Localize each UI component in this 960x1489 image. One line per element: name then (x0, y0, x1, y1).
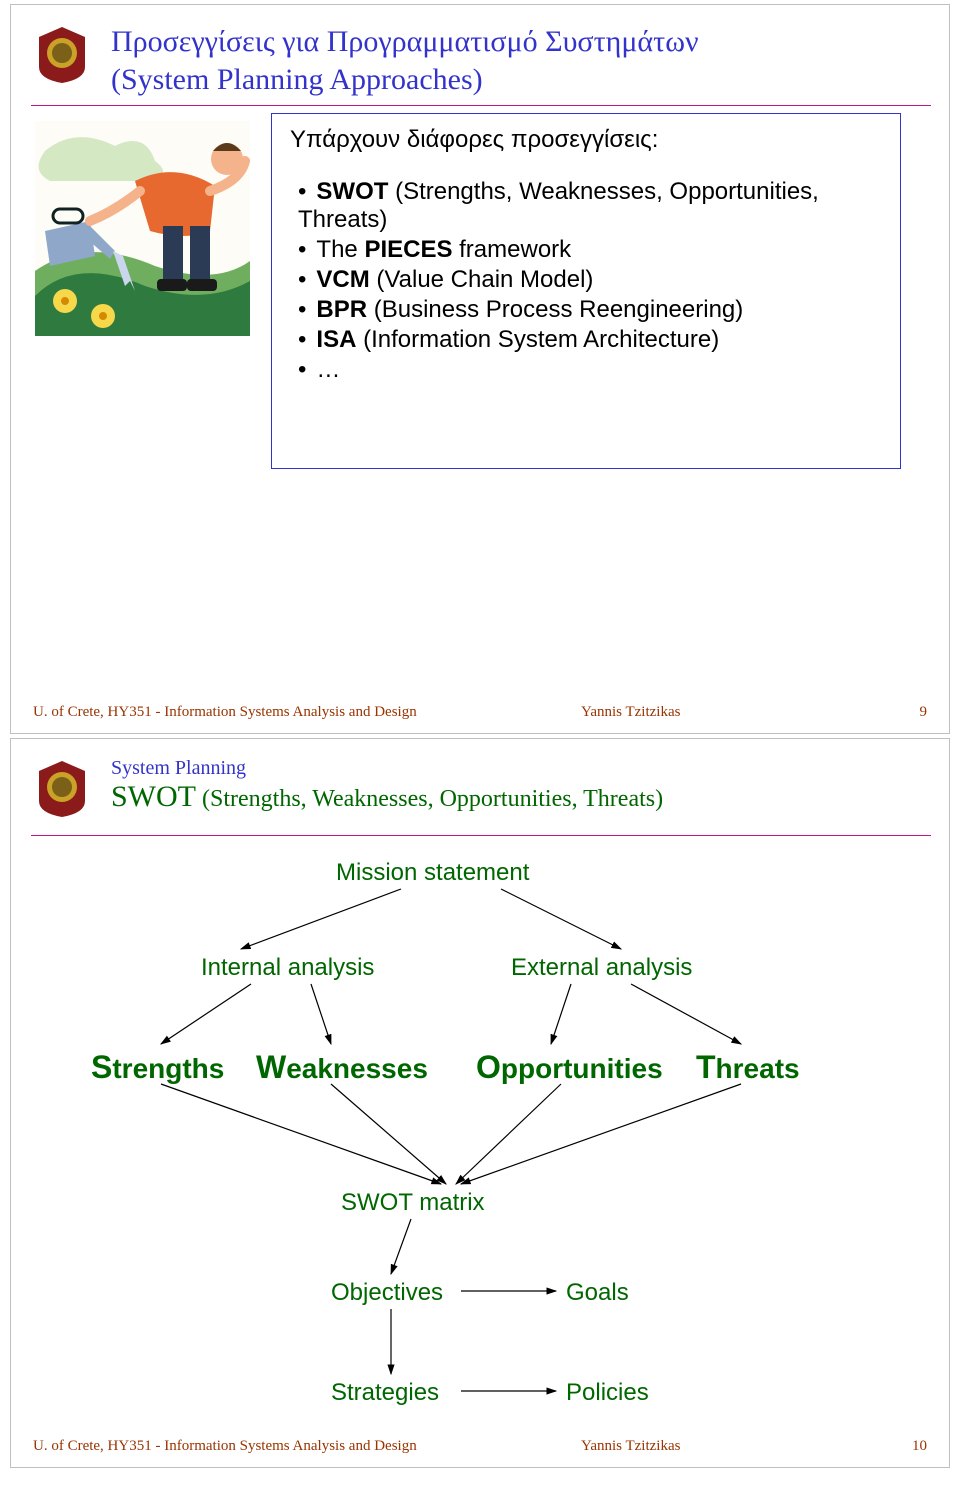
footer-author: Yannis Tzitzikas (581, 704, 680, 721)
node-matrix: SWOT matrix (341, 1189, 485, 1217)
clipart-gardener (35, 121, 250, 336)
university-logo (31, 757, 93, 819)
approaches-list: SWOT (Strengths, Weaknesses, Opportuniti… (290, 178, 882, 384)
pretitle: System Planning (111, 757, 911, 780)
slide-1: Προσεγγίσεις για Προγραμματισμό Συστημάτ… (10, 4, 950, 734)
footer-page: 10 (912, 1438, 927, 1455)
university-logo (31, 23, 93, 85)
slide-title: System Planning SWOT (Strengths, Weaknes… (111, 757, 911, 814)
list-item: The PIECES framework (298, 236, 882, 264)
node-mission: Mission statement (336, 859, 529, 887)
node-s: Strengths (91, 1049, 224, 1086)
title-line-2: (System Planning Approaches) (111, 61, 911, 99)
swot-diagram: Mission statement Internal analysis Extern… (31, 839, 931, 1439)
footer-author: Yannis Tzitzikas (581, 1438, 680, 1455)
node-t: Threats (696, 1049, 800, 1086)
title-swot: SWOT (111, 780, 196, 813)
node-w: Weaknesses (256, 1049, 428, 1086)
list-item: ISA (Information System Architecture) (298, 326, 882, 354)
list-item: SWOT (Strengths, Weaknesses, Opportuniti… (298, 178, 882, 234)
list-item: BPR (Business Process Reengineering) (298, 296, 882, 324)
title-sub: (Strengths, Weaknesses, Opportunities, T… (196, 786, 663, 812)
node-pol: Policies (566, 1379, 649, 1407)
title-rule (31, 105, 931, 106)
slide-title: Προσεγγίσεις για Προγραμματισμό Συστημάτ… (111, 23, 911, 98)
node-obj: Objectives (331, 1279, 443, 1307)
list-item: VCM (Value Chain Model) (298, 266, 882, 294)
node-internal: Internal analysis (201, 954, 374, 982)
slide-2: System Planning SWOT (Strengths, Weaknes… (10, 738, 950, 1468)
approaches-box: Υπάρχουν διάφορες προσεγγίσεις: SWOT (St… (271, 113, 901, 469)
diagram-arrows (31, 839, 931, 1439)
title-rule (31, 835, 931, 836)
intro-text: Υπάρχουν διάφορες προσεγγίσεις: (290, 126, 882, 154)
footer-course: U. of Crete, HY351 - Information Systems… (33, 704, 417, 721)
title-line-1: Προσεγγίσεις για Προγραμματισμό Συστημάτ… (111, 23, 911, 61)
node-goals: Goals (566, 1279, 629, 1307)
node-o: Opportunities (476, 1049, 663, 1086)
list-item: … (298, 356, 882, 384)
footer-course: U. of Crete, HY351 - Information Systems… (33, 1438, 417, 1455)
node-external: External analysis (511, 954, 692, 982)
node-strat: Strategies (331, 1379, 439, 1407)
footer-page: 9 (920, 704, 928, 721)
